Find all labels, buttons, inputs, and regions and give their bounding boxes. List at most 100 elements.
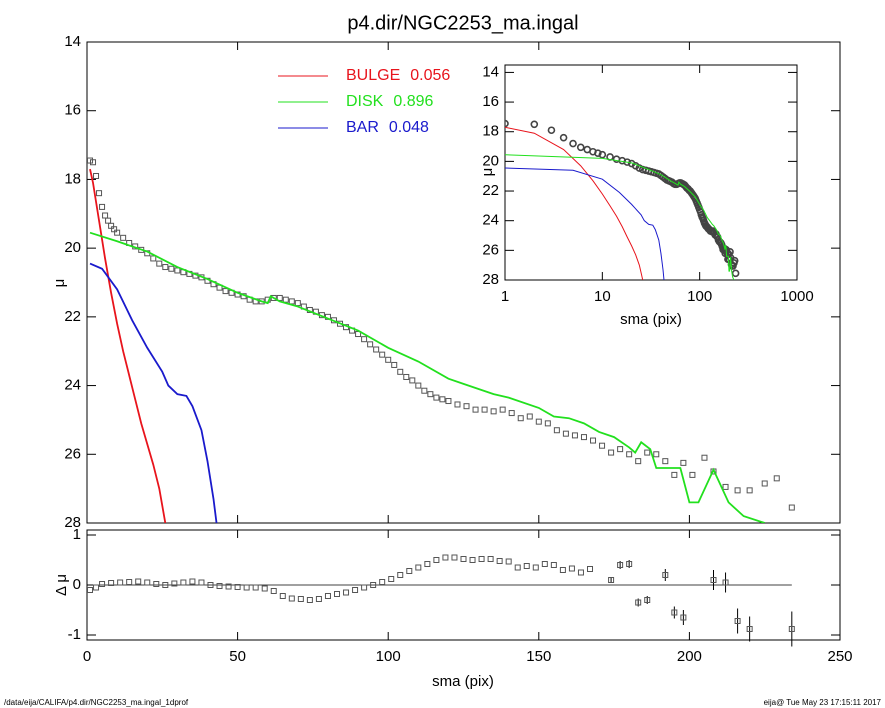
residual-point [343,589,350,596]
residual-point [487,556,494,562]
residual-point [433,557,440,563]
model-line [89,231,765,523]
x-tick-label: 100 [687,288,712,305]
data-point [385,356,392,363]
residual-point [442,554,449,561]
y-tick-label: 28 [482,271,499,288]
data-point [114,229,121,236]
y-tick-label: 22 [482,182,499,199]
residual-point [288,595,295,602]
data-point [174,267,181,274]
data-point [517,415,524,422]
residual-point [568,565,575,572]
residual-point [93,584,100,591]
legend-fraction: 0.048 [389,119,429,136]
residual-point [451,554,458,561]
model-line [505,154,735,280]
residual-point [270,588,277,594]
residual-point [746,626,753,632]
y-tick-label: 20 [482,152,499,169]
data-point [505,119,509,128]
data-point [391,361,398,368]
x-tick-label: 100 [376,648,401,665]
model-line [505,126,644,280]
legend-name: BAR [346,119,379,136]
residual-point [662,572,669,578]
data-point [547,126,556,135]
residual-point [644,597,651,603]
data-point [553,427,560,434]
residual-point [635,599,642,606]
residual-point [722,579,729,586]
data-point [90,159,97,166]
data-point [761,480,768,487]
data-points [505,119,740,278]
data-point [403,373,410,380]
residual-point [207,582,214,588]
residual-point [352,587,359,593]
residual-point [153,581,160,587]
y-tick-label: 28 [64,514,81,531]
data-point [544,420,551,427]
data-point [93,172,100,179]
residual-point [617,562,624,568]
residual-point [406,568,413,574]
residual-point [117,579,124,586]
legend-label: BAR 0.048 [346,119,429,136]
residual-point [333,591,340,597]
main-frame [86,41,841,524]
data-point [415,382,422,389]
data-point [562,430,569,437]
footer-right: eija@ Tue May 23 17:15:11 2017 [764,698,882,707]
y-tick-label: 24 [482,212,499,229]
data-point [96,190,103,197]
residual-point [608,577,615,583]
data-point [731,269,740,278]
residual-point [87,587,94,593]
y-tick-label: 16 [482,93,499,110]
residual-point [135,578,142,585]
data-point [526,413,533,420]
residual-point [180,579,187,586]
residual-point [171,580,178,587]
residual-point [523,563,530,569]
residual-point [162,582,169,588]
data-point [746,487,753,494]
data-point [379,351,386,358]
x-tick-label: 150 [526,648,551,665]
residual-point [189,578,196,585]
residual-point [108,580,115,586]
residual-point [379,579,386,585]
data-point [409,377,416,384]
data-point [559,133,568,142]
residual-point [261,585,268,592]
y-axis-label: μ [51,279,68,288]
data-points [87,157,795,511]
residual-point [415,564,422,571]
residual-point [550,562,557,568]
data-point [490,408,497,415]
inset-y-axis-label: μ [479,168,496,177]
data-point [108,222,115,229]
residual-point [198,579,205,586]
y-tick-label: 14 [482,63,499,80]
data-point [644,449,651,456]
x-tick-label: 1 [501,288,509,305]
data-point [701,454,708,461]
data-point [222,288,229,295]
y-tick-label: 18 [482,123,499,140]
residual-point [225,583,232,590]
legend-label: BULGE 0.056 [346,67,450,84]
data-point [421,387,428,394]
residual-point [460,556,467,562]
data-point [689,471,696,478]
y-tick-label: 22 [64,308,81,325]
y-tick-label: 14 [64,33,81,50]
data-point [156,260,163,267]
residual-point [324,593,331,599]
legend-name: DISK [346,93,384,110]
data-point [472,406,479,413]
data-point [481,406,488,413]
data-point [617,446,624,453]
